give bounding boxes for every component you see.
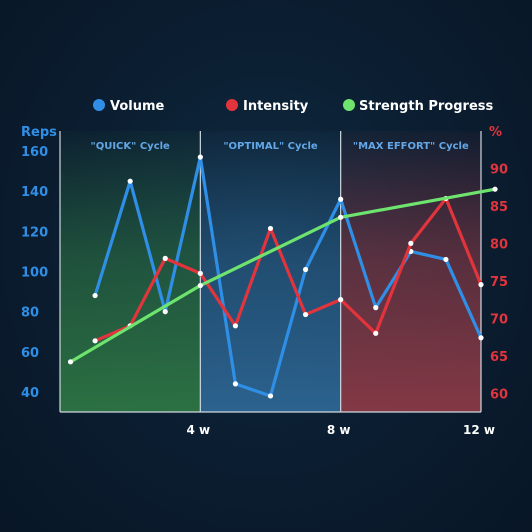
y-tick-right-65: 65: [490, 350, 508, 365]
series-line-volume: [93, 155, 483, 398]
data-point-intensity-4: [197, 270, 203, 276]
legend-intensity-marker: [226, 99, 238, 111]
legend-volume-label: Volume: [110, 99, 165, 114]
data-point-volume-11: [443, 256, 449, 263]
y-tick-right-85: 85: [490, 200, 508, 215]
y-tick-left-40: 40: [21, 386, 39, 401]
series-layer: [67, 154, 498, 399]
cycle-band-1: [60, 131, 201, 412]
cycle-bands: [60, 131, 481, 412]
x-tick-8: 8 w: [327, 423, 351, 437]
y-tick-left-160: 160: [21, 145, 48, 160]
data-point-intensity-8: [338, 297, 344, 303]
legend-intensity-label: Intensity: [243, 99, 309, 114]
cycle-band-2: [200, 131, 341, 412]
tick-labels: 40 60 80 100 120 140 160 60 65 70 75 80 85 90 4 w 8 w 12…: [21, 145, 508, 437]
series-line-intensity: [93, 196, 483, 343]
cycle-label-2: "OPTIMAL" Cycle: [223, 141, 318, 152]
x-tick-12: 12 w: [463, 423, 495, 437]
y-tick-left-140: 140: [21, 185, 48, 200]
data-point-intensity-10: [408, 240, 414, 246]
cycle-label-1: "QUICK" Cycle: [91, 141, 171, 152]
series-volume: [92, 154, 484, 399]
data-point-volume-2: [127, 178, 133, 184]
y-tick-right-75: 75: [490, 275, 508, 290]
series-strength-progress: [67, 186, 498, 365]
legend-strength-label: Strength Progress: [359, 99, 494, 114]
y-tick-left-120: 120: [21, 225, 48, 240]
data-point-volume-3: [162, 309, 168, 315]
data-point-volume-5: [232, 381, 239, 387]
x-tick-4: 4 w: [187, 423, 211, 437]
data-point-intensity-12: [478, 282, 484, 288]
data-point-intensity-3: [162, 255, 168, 261]
y-tick-right-60: 60: [490, 387, 508, 402]
y-axis-left-title: Reps: [21, 125, 57, 140]
y-tick-left-80: 80: [21, 306, 39, 321]
y-tick-right-80: 80: [490, 237, 508, 252]
data-point-volume-4: [197, 154, 203, 160]
data-point-volume-7: [302, 266, 309, 273]
data-point-volume-9: [373, 305, 379, 311]
legend-volume-marker: [93, 99, 105, 111]
data-point-intensity-7: [302, 311, 309, 318]
axes: [59, 131, 482, 413]
data-point-strength-progress-3: [338, 214, 344, 220]
y-tick-left-100: 100: [21, 266, 48, 281]
y-tick-left-60: 60: [21, 346, 39, 361]
data-point-volume-1: [92, 292, 98, 299]
y-tick-right-70: 70: [490, 312, 508, 327]
cycle-band-3: [340, 131, 481, 412]
legend: Volume Intensity Strength Progress: [93, 99, 494, 114]
data-point-intensity-5: [232, 323, 239, 329]
data-point-strength-progress-4: [492, 186, 498, 192]
y-axis-right-title: %: [489, 125, 502, 140]
data-point-volume-8: [338, 196, 344, 202]
y-tick-right-90: 90: [490, 162, 508, 177]
data-point-strength-progress-2: [197, 282, 203, 289]
data-point-intensity-1: [92, 338, 98, 344]
data-point-volume-6: [267, 393, 274, 399]
legend-strength-marker: [343, 99, 355, 111]
data-point-strength-progress-1: [67, 359, 74, 365]
cycle-label-3: "MAX EFFORT" Cycle: [353, 141, 469, 152]
data-point-intensity-6: [267, 225, 274, 232]
series-line-strength-progress: [68, 187, 497, 364]
cycle-labels: "QUICK" Cycle "OPTIMAL" Cycle "MAX EFFORT"…: [91, 141, 469, 152]
data-point-volume-12: [478, 335, 484, 341]
data-point-intensity-9: [373, 330, 379, 336]
